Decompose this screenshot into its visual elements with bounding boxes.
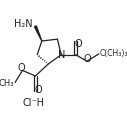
Text: N: N — [58, 50, 66, 60]
Text: O: O — [74, 39, 82, 49]
Text: Cl⁻H: Cl⁻H — [22, 98, 45, 108]
Text: O: O — [84, 54, 91, 64]
Text: C(CH₃)₃: C(CH₃)₃ — [100, 49, 127, 58]
Polygon shape — [34, 26, 42, 41]
Text: O: O — [18, 63, 25, 73]
Text: O: O — [35, 85, 42, 95]
Text: CH₃: CH₃ — [0, 79, 14, 88]
Text: H₂N: H₂N — [14, 19, 33, 29]
